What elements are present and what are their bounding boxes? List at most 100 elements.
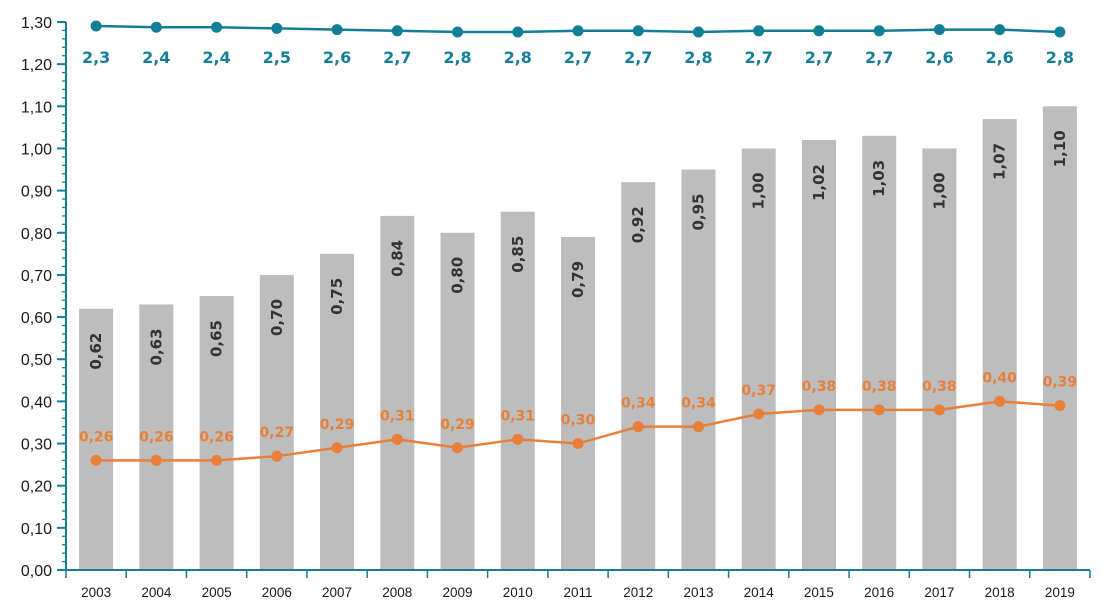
point-teal-2012 xyxy=(632,25,644,37)
x-tick-label: 2004 xyxy=(141,585,172,600)
point-orange-2011 xyxy=(572,438,584,450)
point-teal-2005 xyxy=(211,21,223,33)
bar-2017 xyxy=(922,148,957,570)
point-teal-2013 xyxy=(692,26,704,38)
teal-value-label: 2,7 xyxy=(805,48,833,67)
x-tick-label: 2019 xyxy=(1045,585,1075,600)
bar-2019 xyxy=(1042,106,1077,571)
bar-value-label: 1,00 xyxy=(930,172,948,209)
x-tick-label: 2015 xyxy=(804,585,834,600)
orange-value-label: 0,31 xyxy=(500,408,535,424)
x-tick-label: 2012 xyxy=(623,585,653,600)
x-tick-label: 2014 xyxy=(744,585,775,600)
point-orange-2019 xyxy=(1054,400,1066,412)
bar-value-label: 0,95 xyxy=(689,194,707,231)
x-tick-label: 2017 xyxy=(924,585,954,600)
orange-value-label: 0,27 xyxy=(260,425,295,441)
orange-value-label: 0,29 xyxy=(440,417,475,433)
y-tick-label: 0,10 xyxy=(21,521,52,538)
point-teal-2007 xyxy=(331,24,343,36)
point-orange-2014 xyxy=(753,408,765,420)
bar-2003 xyxy=(79,308,114,570)
x-tick-label: 2005 xyxy=(202,585,232,600)
y-tick-label: 0,30 xyxy=(21,437,52,454)
bar-value-label: 0,79 xyxy=(569,261,587,298)
point-orange-2009 xyxy=(452,442,464,454)
point-teal-2009 xyxy=(452,26,464,38)
y-tick-label: 1,00 xyxy=(21,141,52,158)
point-orange-2016 xyxy=(873,404,885,416)
bar-value-label: 1,02 xyxy=(810,164,828,201)
y-tick-label: 0,40 xyxy=(21,394,52,411)
bar-value-label: 0,75 xyxy=(328,278,346,315)
bar-value-label: 0,70 xyxy=(268,299,286,336)
bar-2009 xyxy=(440,232,475,570)
bar-2013 xyxy=(681,169,716,571)
y-tick-label: 0,90 xyxy=(21,184,52,201)
teal-value-label: 2,8 xyxy=(1046,48,1074,67)
orange-value-label: 0,38 xyxy=(862,379,897,395)
teal-value-label: 2,7 xyxy=(865,48,893,67)
point-orange-2007 xyxy=(331,442,343,454)
teal-value-label: 2,8 xyxy=(684,48,712,67)
point-orange-2015 xyxy=(813,404,825,416)
bar-2014 xyxy=(741,148,776,570)
bar-value-label: 0,65 xyxy=(208,320,226,357)
bar-2005 xyxy=(199,296,234,570)
x-tick-label: 2006 xyxy=(262,585,292,600)
teal-value-label: 2,3 xyxy=(82,48,110,67)
teal-value-label: 2,4 xyxy=(142,48,170,67)
teal-value-label: 2,4 xyxy=(202,48,230,67)
orange-value-label: 0,26 xyxy=(79,429,114,445)
orange-value-label: 0,29 xyxy=(320,417,355,433)
bar-value-label: 1,07 xyxy=(991,143,1009,180)
point-orange-2004 xyxy=(150,454,162,466)
point-teal-2016 xyxy=(873,25,885,37)
bar-2011 xyxy=(561,236,595,570)
y-tick-label: 0,60 xyxy=(21,310,52,327)
point-orange-2008 xyxy=(391,433,403,445)
bar-2010 xyxy=(500,211,535,570)
teal-value-label: 2,7 xyxy=(564,48,592,67)
y-tick-label: 1,10 xyxy=(21,99,52,116)
teal-value-label: 2,7 xyxy=(745,48,773,67)
y-tick-label: 0,00 xyxy=(21,563,52,580)
x-tick-label: 2003 xyxy=(81,585,111,600)
bar-2008 xyxy=(380,215,415,570)
bar-value-label: 0,85 xyxy=(509,236,527,273)
orange-value-label: 0,26 xyxy=(139,429,174,445)
x-tick-label: 2009 xyxy=(443,585,473,600)
point-teal-2015 xyxy=(813,25,825,37)
y-tick-label: 0,70 xyxy=(21,268,52,285)
bar-value-label: 0,84 xyxy=(388,240,406,277)
bar-value-label: 0,80 xyxy=(449,257,467,294)
point-teal-2008 xyxy=(391,25,403,37)
point-orange-2010 xyxy=(512,433,524,445)
bar-2006 xyxy=(259,274,294,570)
teal-value-label: 2,7 xyxy=(383,48,411,67)
x-tick-label: 2011 xyxy=(563,585,592,600)
orange-value-label: 0,37 xyxy=(741,383,776,399)
bar-value-label: 0,63 xyxy=(147,328,165,365)
teal-value-label: 2,6 xyxy=(925,48,953,67)
teal-value-label: 2,8 xyxy=(504,48,532,67)
orange-value-label: 0,26 xyxy=(199,429,234,445)
point-teal-2017 xyxy=(933,24,945,36)
bar-2012 xyxy=(621,182,656,570)
orange-value-label: 0,30 xyxy=(561,413,596,429)
bar-value-label: 1,10 xyxy=(1051,130,1069,167)
point-teal-2006 xyxy=(271,22,283,34)
y-tick-label: 0,80 xyxy=(21,226,52,243)
point-teal-2004 xyxy=(150,21,162,33)
point-orange-2018 xyxy=(994,395,1006,407)
bar-2016 xyxy=(862,135,897,571)
x-tick-label: 2007 xyxy=(322,585,352,600)
bar-value-label: 0,92 xyxy=(629,206,647,243)
point-orange-2005 xyxy=(211,454,223,466)
bar-2018 xyxy=(982,118,1017,570)
x-tick-label: 2010 xyxy=(503,585,533,600)
teal-value-label: 2,6 xyxy=(323,48,351,67)
point-orange-2017 xyxy=(933,404,945,416)
point-teal-2010 xyxy=(512,26,524,38)
